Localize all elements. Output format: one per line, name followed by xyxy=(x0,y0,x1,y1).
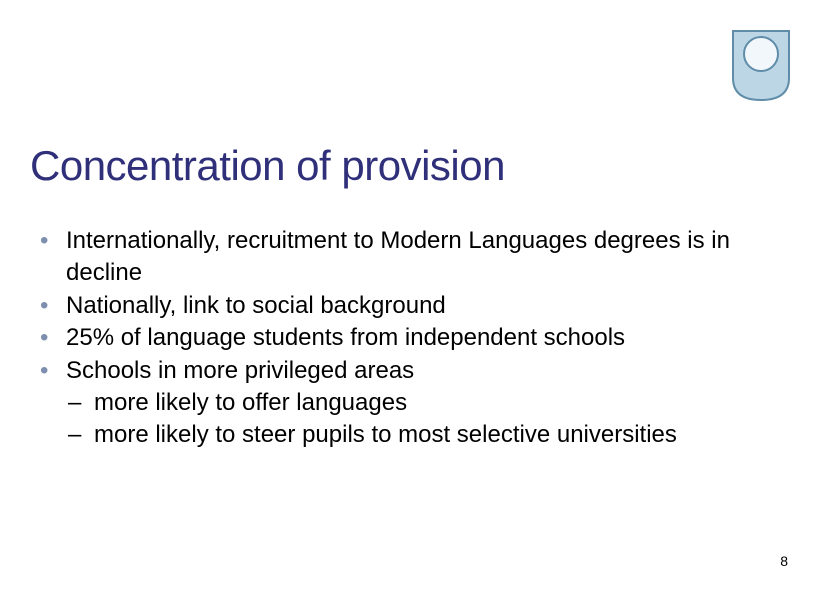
sub-bullet-item: more likely to offer languages xyxy=(66,387,784,419)
bullet-text: Schools in more privileged areas xyxy=(66,357,414,384)
sub-bullet-list: more likely to offer languages more likel… xyxy=(66,387,784,452)
bullet-item: Nationally, link to social background xyxy=(38,290,784,322)
bullet-item: Schools in more privileged areas more lik… xyxy=(38,355,784,452)
bullet-text: Nationally, link to social background xyxy=(66,292,446,319)
bullet-text: 25% of language students from independen… xyxy=(66,324,625,351)
shield-circle xyxy=(744,37,778,71)
slide-content: Internationally, recruitment to Modern L… xyxy=(38,225,784,452)
page-number: 8 xyxy=(780,553,788,569)
bullet-text: Internationally, recruitment to Modern L… xyxy=(66,227,730,286)
sub-bullet-text: more likely to offer languages xyxy=(94,389,407,416)
bullet-list: Internationally, recruitment to Modern L… xyxy=(38,225,784,452)
bullet-item: Internationally, recruitment to Modern L… xyxy=(38,225,784,290)
ou-shield-logo xyxy=(730,28,792,103)
sub-bullet-item: more likely to steer pupils to most sele… xyxy=(66,419,784,451)
slide-title: Concentration of provision xyxy=(30,142,505,190)
bullet-item: 25% of language students from independen… xyxy=(38,322,784,354)
slide: Concentration of provision International… xyxy=(0,0,824,595)
sub-bullet-text: more likely to steer pupils to most sele… xyxy=(94,421,677,448)
